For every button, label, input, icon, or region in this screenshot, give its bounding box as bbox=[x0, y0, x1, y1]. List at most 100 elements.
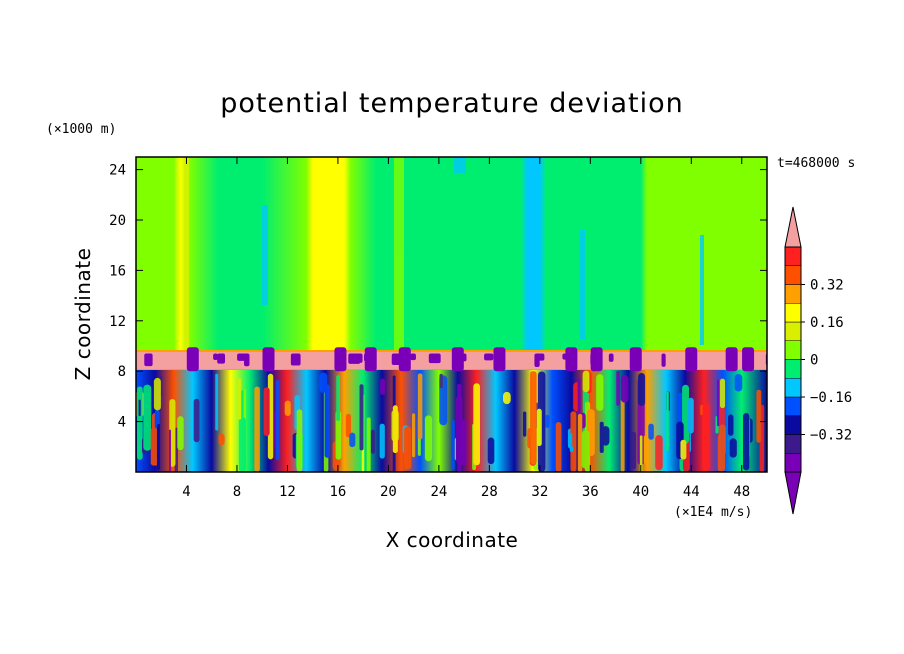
plume-fragment bbox=[590, 353, 602, 365]
turbulent-cell bbox=[743, 413, 750, 471]
plume-fragment bbox=[391, 353, 402, 365]
y-tick-label: 20 bbox=[109, 213, 126, 229]
turbulent-cell bbox=[728, 414, 734, 436]
turbulent-cell bbox=[218, 433, 225, 446]
turbulent-cell bbox=[616, 370, 620, 406]
turbulent-cell bbox=[756, 389, 762, 443]
turbulent-cell bbox=[655, 434, 663, 471]
turbulent-cell bbox=[596, 374, 604, 411]
turbulent-cell bbox=[577, 413, 583, 472]
colorbar-segment bbox=[784, 321, 802, 341]
plume-fragment bbox=[484, 353, 494, 361]
upper-field-streaks bbox=[184, 157, 704, 351]
y-axis-label: Z coordinate bbox=[71, 248, 95, 381]
upper-field bbox=[136, 157, 767, 351]
streak bbox=[580, 230, 585, 340]
turbulent-cell bbox=[582, 370, 590, 393]
plume bbox=[742, 347, 755, 372]
turbulent-cell bbox=[666, 391, 669, 452]
plume-fragment bbox=[144, 353, 153, 367]
colorbar: 0.32 0.16 0 −0.16 −0.32 bbox=[784, 206, 852, 515]
plume bbox=[725, 347, 738, 372]
turbulent-cell bbox=[150, 427, 157, 466]
turbulent-cell bbox=[522, 411, 527, 437]
turbulent-cell bbox=[345, 413, 352, 438]
turbulent-cell bbox=[682, 384, 689, 444]
streak bbox=[700, 235, 704, 345]
colorbar-segment bbox=[784, 396, 802, 416]
plume-fragment bbox=[661, 353, 666, 367]
plume-fragment bbox=[461, 353, 467, 362]
colorbar-tick-label: −0.16 bbox=[810, 390, 852, 406]
plume-fragment bbox=[217, 353, 226, 364]
turbulent-cell bbox=[136, 386, 143, 460]
turbulent-cell bbox=[455, 395, 463, 464]
plume bbox=[186, 347, 199, 372]
turbulent-cell bbox=[601, 426, 610, 446]
colorbar-segment bbox=[784, 303, 802, 323]
turbulent-cell bbox=[460, 419, 467, 466]
plume bbox=[398, 347, 411, 372]
plume-fragment bbox=[244, 353, 250, 367]
colorbar-segment bbox=[784, 265, 802, 285]
colorbar-segment bbox=[784, 453, 802, 473]
turbulent-cell bbox=[555, 422, 562, 472]
turbulent-cell bbox=[263, 387, 270, 436]
y-tick-label: 4 bbox=[118, 415, 126, 431]
plume-fragment bbox=[536, 353, 545, 361]
turbulent-cell bbox=[638, 372, 646, 406]
colorbar-tick-label: 0.32 bbox=[810, 278, 844, 294]
plot-area bbox=[136, 157, 767, 472]
turbulent-cell bbox=[370, 429, 375, 454]
colorbar-extend-top bbox=[784, 206, 802, 248]
turbulent-cell bbox=[275, 380, 280, 460]
streak bbox=[184, 157, 189, 351]
colorbar-segment bbox=[784, 434, 802, 454]
turbulent-cell bbox=[168, 429, 171, 472]
turbulent-cell bbox=[687, 397, 694, 434]
x-tick-label: 16 bbox=[329, 484, 346, 500]
turbulent-cell bbox=[620, 375, 629, 403]
plot-frame bbox=[135, 156, 768, 473]
turbulent-overlay bbox=[136, 370, 765, 472]
turbulent-cell bbox=[473, 383, 480, 466]
turbulent-cell bbox=[572, 420, 576, 448]
x-tick-label: 28 bbox=[481, 484, 498, 500]
plume-fragment bbox=[348, 353, 361, 364]
time-label: t=468000 s bbox=[777, 156, 855, 171]
x-tick-label: 40 bbox=[632, 484, 649, 500]
streak bbox=[454, 157, 466, 173]
streak bbox=[262, 205, 268, 305]
turbulent-cell bbox=[545, 414, 550, 428]
plume bbox=[334, 347, 347, 372]
turbulent-cell bbox=[487, 437, 495, 465]
turbulent-cell bbox=[143, 384, 152, 451]
plume bbox=[629, 347, 642, 372]
x-tick-label: 24 bbox=[430, 484, 447, 500]
y-axis-unit: (×1000 m) bbox=[46, 122, 116, 137]
streak bbox=[394, 157, 404, 351]
x-tick-label: 32 bbox=[531, 484, 548, 500]
turbulent-cell bbox=[359, 384, 364, 451]
turbulent-cell bbox=[729, 438, 737, 458]
turbulent-cell bbox=[424, 415, 433, 462]
colorbar-segment bbox=[784, 378, 802, 398]
turbulent-cell bbox=[215, 373, 219, 431]
turbulent-cell bbox=[702, 402, 711, 471]
turbulent-cell bbox=[451, 420, 455, 471]
turbulent-cell bbox=[392, 405, 398, 454]
turbulent-cell bbox=[237, 378, 242, 420]
turbulent-cell bbox=[138, 399, 141, 417]
x-tick-label: 8 bbox=[233, 484, 241, 500]
turbulent-cell bbox=[530, 370, 537, 465]
turbulent-cell bbox=[700, 404, 703, 416]
turbulent-cell bbox=[324, 384, 330, 458]
plume-fragment bbox=[562, 353, 571, 360]
turbulent-cell bbox=[581, 430, 590, 469]
turbulent-cell bbox=[411, 413, 416, 458]
plume-fragment bbox=[608, 353, 614, 362]
turbulent-cell bbox=[417, 373, 423, 440]
inversion-layer bbox=[136, 351, 767, 370]
turbulent-cell bbox=[379, 423, 385, 459]
turbulent-cell bbox=[717, 379, 720, 427]
